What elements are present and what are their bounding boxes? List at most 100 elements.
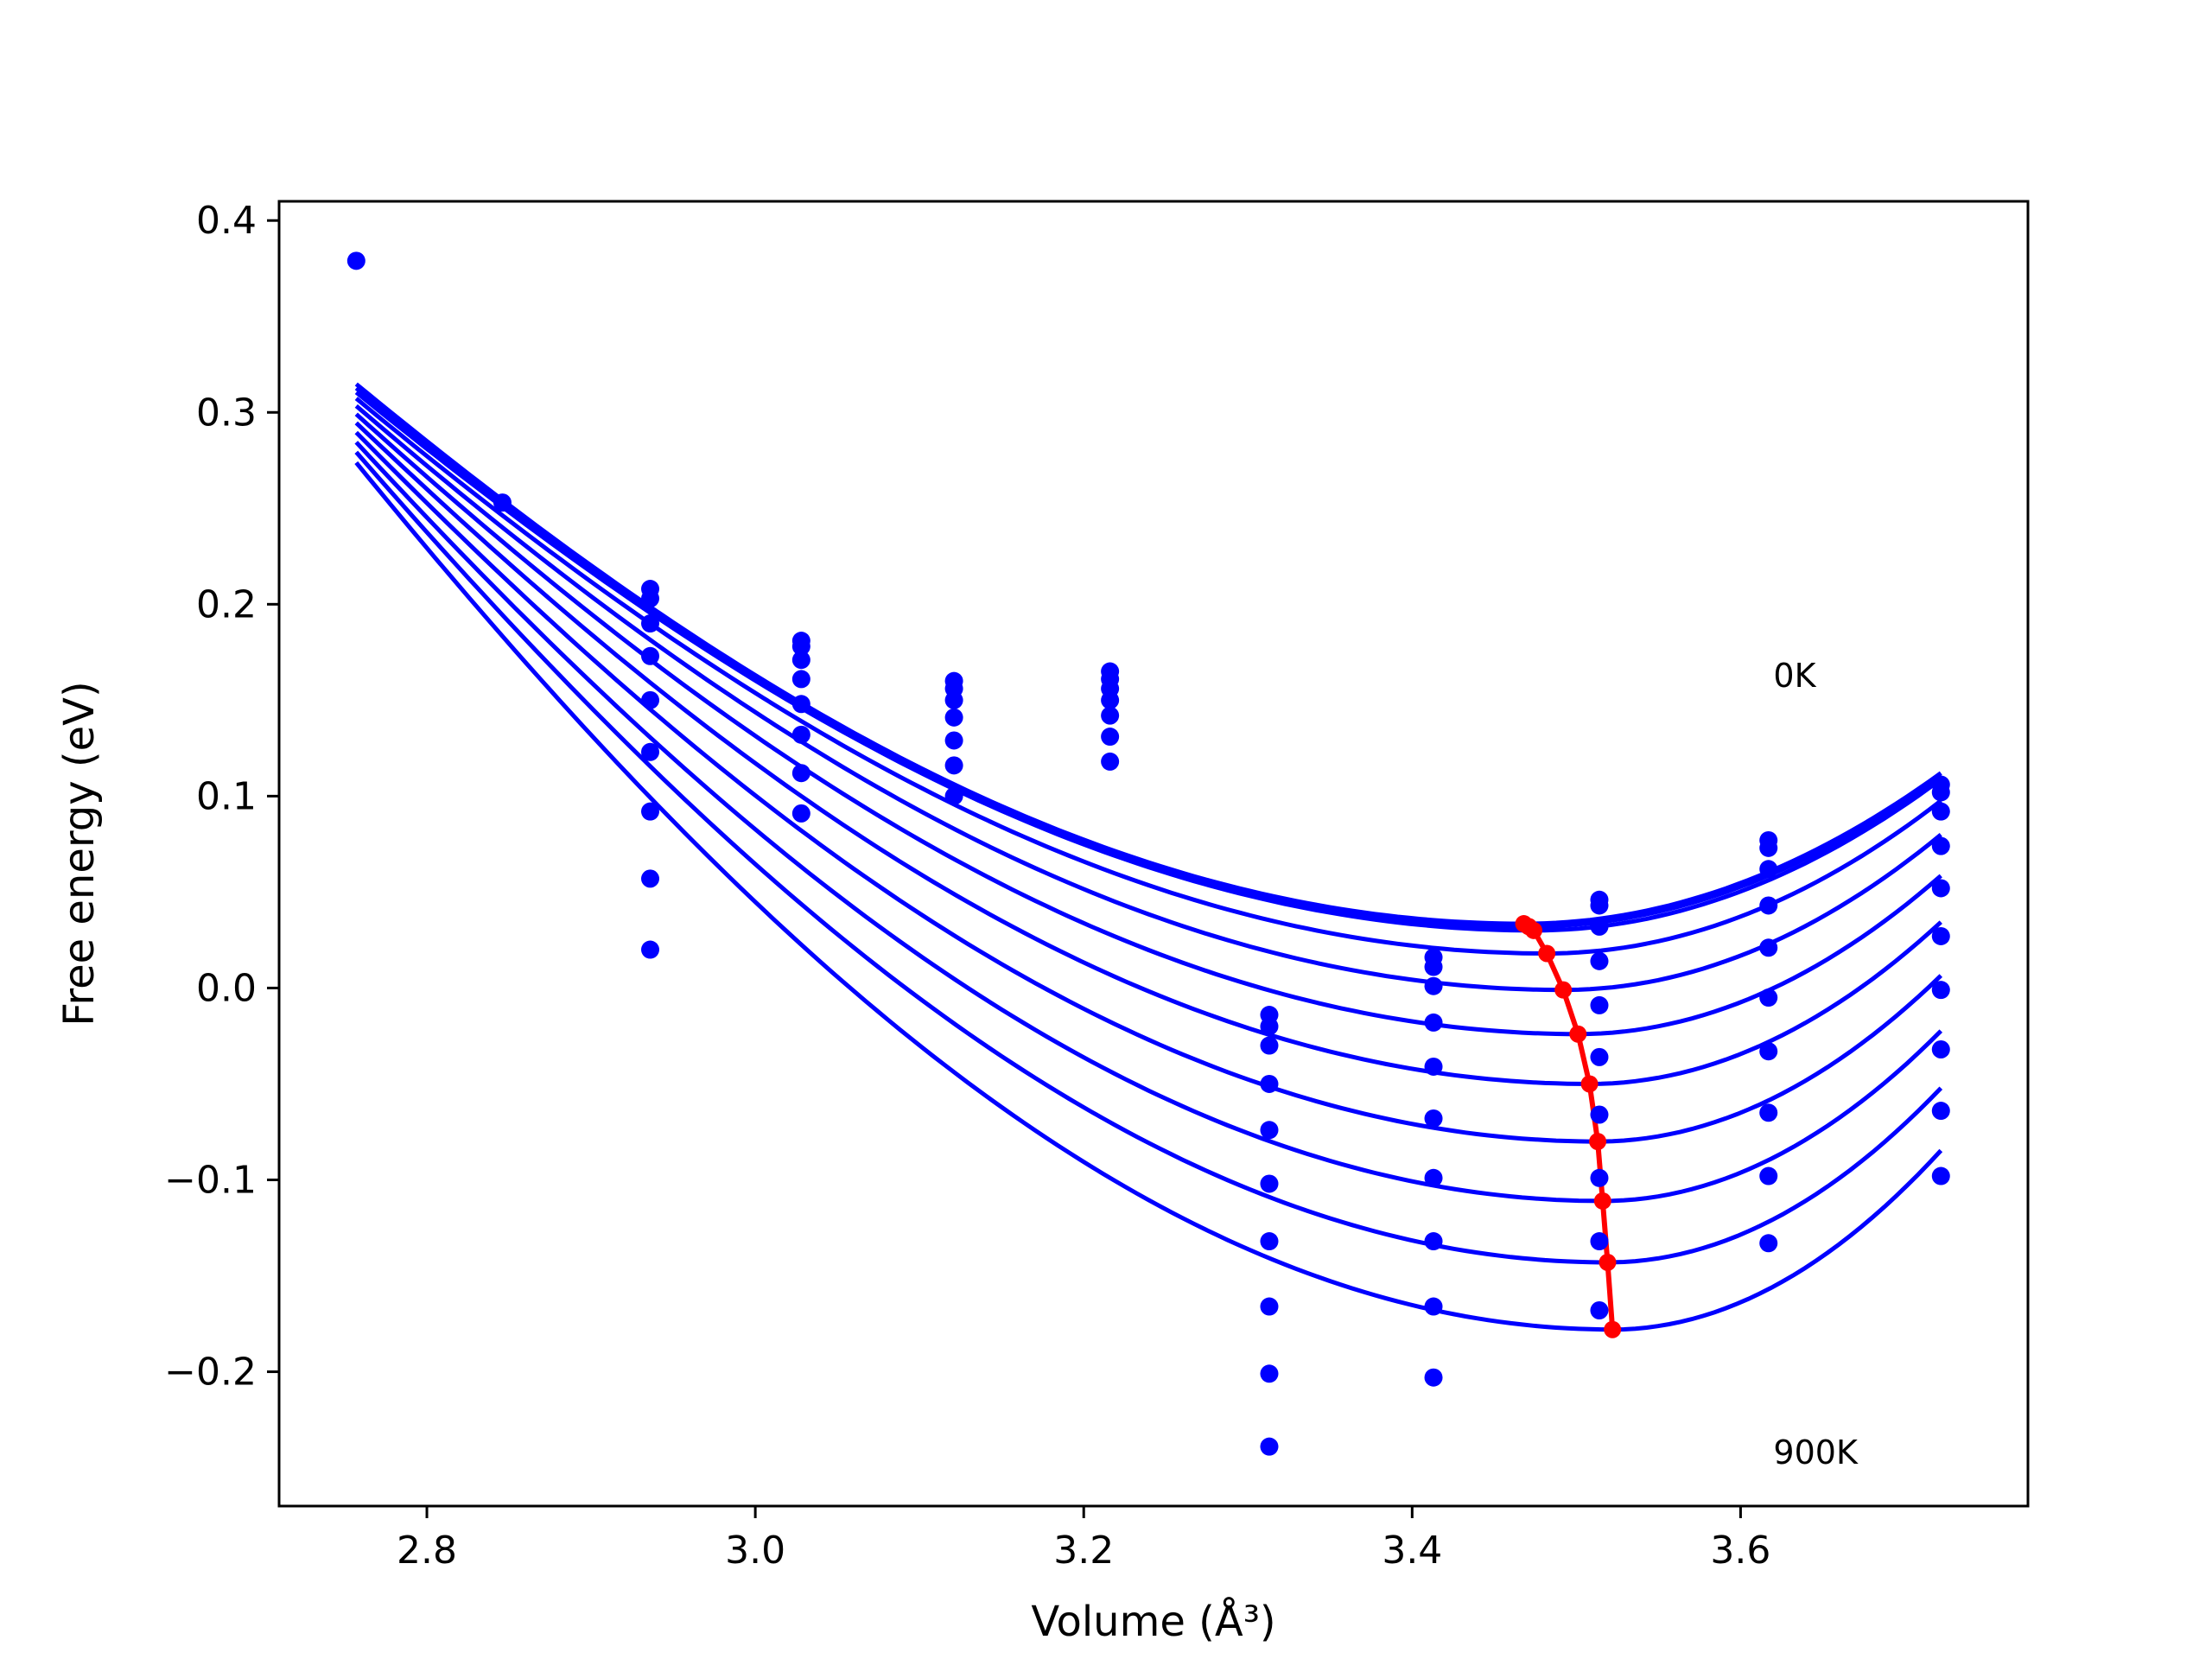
data-point (791, 637, 810, 656)
x-tick-label: 3.2 (1053, 1529, 1114, 1573)
data-point (641, 802, 660, 821)
data-point (1759, 938, 1778, 957)
y-axis-label: Free energy (eV) (55, 681, 104, 1026)
data-point (346, 251, 365, 270)
data-point (1260, 1174, 1279, 1193)
minimum-point (1524, 921, 1542, 939)
data-point (791, 695, 810, 714)
fit-curve (354, 397, 1942, 957)
data-point (1931, 1166, 1950, 1185)
x-tick-label: 3.0 (725, 1529, 785, 1573)
fit-curves (354, 382, 1943, 1332)
data-point (1759, 1166, 1778, 1185)
minimum-point (1593, 1192, 1611, 1210)
data-point (493, 493, 512, 512)
data-point (791, 670, 810, 689)
annotation-label: 0K (1773, 657, 1816, 695)
fit-curve (354, 391, 1942, 933)
y-tick-label: −0.1 (164, 1159, 257, 1203)
data-point (1101, 752, 1120, 771)
minimum-point (1580, 1075, 1599, 1093)
data-point (1424, 1168, 1443, 1187)
minimum-point (1604, 1320, 1622, 1338)
data-point (944, 690, 963, 709)
fit-curve (354, 450, 1943, 1265)
data-point (1260, 1121, 1279, 1140)
data-point (1590, 1232, 1609, 1251)
data-point (1931, 879, 1950, 898)
data-point (944, 786, 963, 805)
data-point (791, 764, 810, 783)
data-point (641, 614, 660, 633)
annotation-label: 900K (1773, 1433, 1859, 1471)
data-point (1424, 1057, 1443, 1076)
data-point (944, 731, 963, 750)
data-point (1590, 995, 1609, 1014)
data-point (1101, 728, 1120, 747)
data-point (641, 589, 660, 608)
data-point (1759, 1103, 1778, 1122)
data-point (1260, 1036, 1279, 1055)
data-point (1260, 1074, 1279, 1093)
fit-curve (354, 441, 1943, 1204)
data-point (1759, 1042, 1778, 1061)
data-point (1424, 1013, 1443, 1032)
data-point (1759, 896, 1778, 915)
data-point (1260, 1297, 1279, 1316)
data-point (1101, 706, 1120, 725)
data-point (1931, 981, 1950, 1000)
data-point (1424, 976, 1443, 995)
data-point (1260, 1364, 1279, 1383)
data-point (1424, 1297, 1443, 1316)
minimum-point (1538, 944, 1556, 963)
data-point (1260, 1232, 1279, 1251)
data-point (1590, 951, 1609, 970)
data-point (1590, 917, 1609, 936)
data-point (1590, 1105, 1609, 1124)
data-point (944, 708, 963, 727)
y-tick-label: −0.2 (164, 1351, 257, 1395)
data-point (1931, 1040, 1950, 1058)
fit-curve (354, 382, 1942, 926)
data-point (1590, 1168, 1609, 1187)
data-point (1424, 1232, 1443, 1251)
data-point (1590, 1301, 1609, 1319)
data-point (1590, 1047, 1609, 1066)
fit-curve (354, 386, 1942, 929)
data-point (1260, 1017, 1279, 1036)
data-point (641, 646, 660, 665)
fit-curve (354, 430, 1943, 1144)
fit-curve (354, 412, 1942, 1037)
data-point (944, 756, 963, 775)
data-point (791, 804, 810, 823)
data-point (641, 869, 660, 888)
data-point (791, 725, 810, 744)
data-point (1931, 802, 1950, 821)
y-tick-label: 0.1 (196, 774, 257, 818)
data-point (641, 940, 660, 959)
data-point (1931, 783, 1950, 802)
plot-frame (277, 200, 2030, 1508)
y-tick-label: 0.2 (196, 582, 257, 626)
data-point (1590, 896, 1609, 915)
y-axis-ticks: −0.2 −0.1 0.0 0.1 0.2 0.3 0.4 (164, 199, 279, 1395)
data-point (1260, 1437, 1279, 1456)
x-tick-label: 3.6 (1710, 1529, 1770, 1573)
data-point (1424, 1109, 1443, 1128)
fit-curve (354, 461, 1943, 1332)
minimum-point (1569, 1025, 1587, 1043)
x-tick-label: 3.4 (1382, 1529, 1442, 1573)
data-point (1759, 838, 1778, 857)
data-points (346, 251, 1950, 1456)
x-axis-ticks: 2.8 3.0 3.2 3.4 3.6 (397, 1506, 1770, 1573)
x-tick-label: 2.8 (397, 1529, 457, 1573)
minimum-point (1554, 981, 1573, 999)
data-point (641, 742, 660, 761)
data-point (1931, 926, 1950, 945)
y-tick-label: 0.4 (196, 199, 257, 243)
annotations: 0K 900K (1773, 657, 1859, 1471)
data-point (1931, 1102, 1950, 1121)
fit-curve (354, 421, 1942, 1087)
data-point (1931, 836, 1950, 855)
data-point (1759, 988, 1778, 1007)
